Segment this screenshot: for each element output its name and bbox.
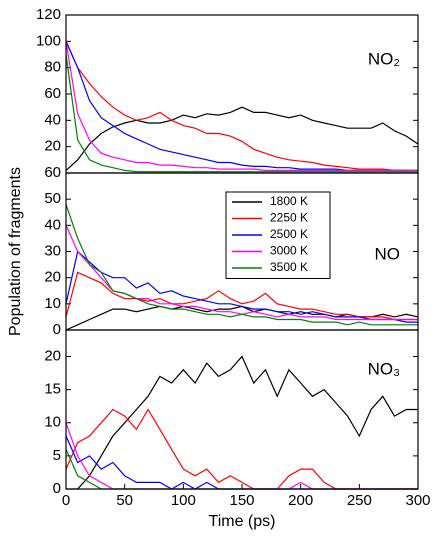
y-tick-label: 50	[44, 190, 61, 207]
y-tick-label: 40	[44, 111, 61, 128]
series-line	[65, 250, 418, 323]
legend-label: 1800 K	[270, 194, 308, 208]
y-tick-label: 100	[36, 32, 61, 49]
y-tick-label: 15	[44, 381, 61, 398]
y-tick-label: 120	[36, 6, 61, 23]
series-line	[65, 54, 418, 173]
legend-label: 2500 K	[270, 227, 308, 241]
legend-label: 3500 K	[270, 260, 308, 274]
y-axis-label: Population of fragments	[7, 167, 24, 336]
panel-label: NO₃	[368, 359, 400, 378]
x-axis-label: Time (ps)	[209, 513, 276, 530]
y-tick-label: 0	[53, 321, 61, 338]
y-tick-label: 40	[44, 216, 61, 233]
series-line	[65, 422, 418, 490]
y-tick-label: 10	[44, 414, 61, 431]
series-line	[65, 41, 418, 171]
series-line	[65, 106, 419, 171]
x-tick-label: 300	[405, 492, 430, 509]
y-tick-label: 20	[44, 269, 61, 286]
panel-label: NO₂	[368, 49, 400, 68]
y-tick-label: 60	[44, 164, 61, 181]
y-tick-label: 0	[53, 480, 61, 497]
y-tick-label: 80	[44, 59, 61, 76]
x-tick-label: 150	[229, 492, 254, 509]
x-tick-label: 50	[116, 492, 133, 509]
y-tick-label: 5	[53, 447, 61, 464]
plot-frame	[65, 14, 419, 174]
legend-label: 3000 K	[270, 244, 308, 258]
y-tick-label: 20	[44, 347, 61, 364]
series-line	[66, 355, 418, 490]
series-line	[65, 271, 418, 321]
y-tick-label: 10	[44, 295, 61, 312]
y-tick-label: 20	[44, 138, 61, 155]
series-line	[65, 435, 418, 490]
y-tick-label: 30	[44, 242, 61, 259]
y-tick-label: 60	[44, 85, 61, 102]
x-tick-label: 100	[171, 492, 196, 509]
legend-label: 2250 K	[270, 211, 308, 225]
series-line	[65, 204, 418, 326]
panel-label: NO	[375, 244, 401, 263]
plot-frame	[65, 329, 419, 490]
series-line	[65, 41, 418, 171]
x-tick-label: 0	[62, 492, 70, 509]
series-line	[65, 41, 418, 171]
x-tick-label: 200	[288, 492, 313, 509]
x-tick-label: 250	[347, 492, 372, 509]
